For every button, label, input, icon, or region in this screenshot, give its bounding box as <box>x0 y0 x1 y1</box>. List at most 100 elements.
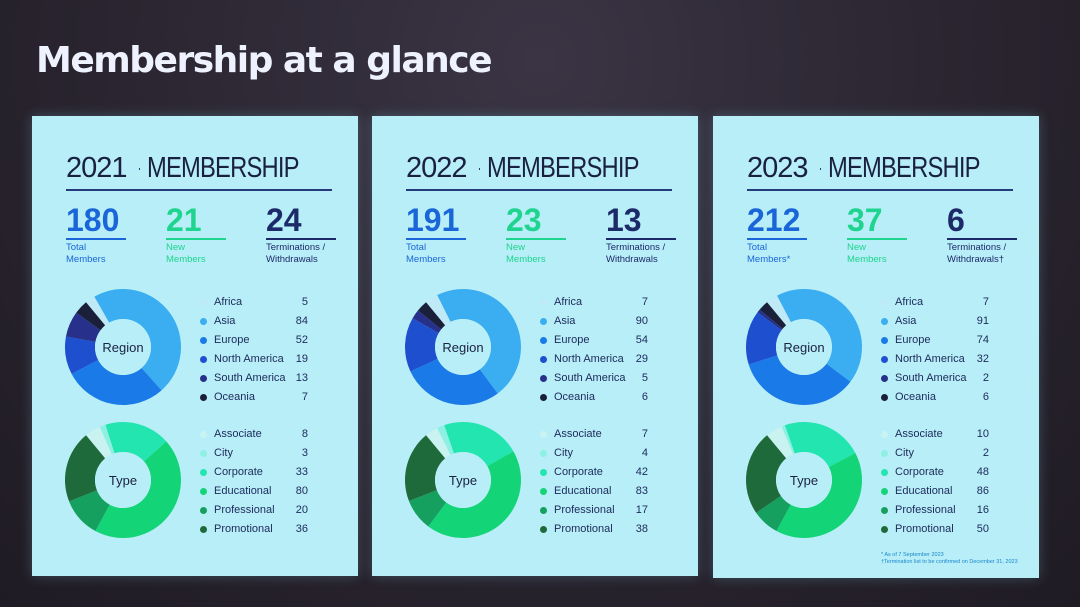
type-slice-city <box>781 425 795 455</box>
legend-value: 90 <box>635 315 648 327</box>
stat-rule <box>66 238 126 240</box>
membership-card-2022: 2022 MEMBERSHIP 191 Total Members 23 New Memb… <box>372 116 698 576</box>
legend-value: 52 <box>295 334 308 346</box>
region-legend-item: Africa 7 <box>540 294 670 313</box>
legend-name: Professional <box>895 504 956 516</box>
legend-value: 74 <box>976 334 989 346</box>
type-slice-corporate <box>444 422 514 467</box>
legend-value: 80 <box>295 485 308 497</box>
legend-value: 3 <box>301 447 308 459</box>
terminations-label-line1: Terminations / <box>266 241 326 253</box>
region-legend-item: South America 5 <box>540 370 670 389</box>
legend-name: Corporate <box>895 466 944 478</box>
legend-dot-icon <box>200 450 207 457</box>
legend-dot-icon <box>881 450 888 457</box>
total-members-value: 180 <box>66 202 120 238</box>
new-members-value: 21 <box>166 202 202 238</box>
legend-value: 91 <box>976 315 989 327</box>
header-dash <box>478 167 480 170</box>
type-legend: Associate 8 City 3 Corporate 33 Educational 80 P… <box>200 426 330 540</box>
legend-name: Promotional <box>895 523 954 535</box>
type-legend-item: Educational 80 <box>200 483 330 502</box>
region-legend-item: South America 13 <box>200 370 330 389</box>
legend-dot-icon <box>540 488 547 495</box>
legend-dot-icon <box>200 488 207 495</box>
stat-terminations: 6 Terminations / Withdrawals† <box>947 202 1017 266</box>
legend-value: 83 <box>635 485 648 497</box>
legend-value: 7 <box>301 391 308 403</box>
region-slice-oceania <box>417 302 446 330</box>
region-slice-south-america <box>757 309 783 331</box>
legend-name: Africa <box>214 296 243 308</box>
legend-value: 54 <box>635 334 648 346</box>
new-members-label: New Members <box>506 241 546 265</box>
type-slice-professional <box>756 495 791 532</box>
legend-dot-icon <box>540 450 547 457</box>
legend-dot-icon <box>881 431 888 438</box>
footnote: * As of 7 September 2023 †Termination lis… <box>881 552 1018 566</box>
region-donut-hole <box>95 319 151 375</box>
type-legend-item: Associate 7 <box>540 426 670 445</box>
legend-dot-icon <box>540 356 547 363</box>
legend-name: Promotional <box>554 523 613 535</box>
legend-name: South America <box>895 372 967 384</box>
legend-value: 2 <box>982 372 989 384</box>
legend-name: North America <box>214 353 284 365</box>
type-legend-item: Promotional 50 <box>881 521 1011 540</box>
region-slice-asia <box>94 289 181 391</box>
region-donut-svg <box>65 289 181 405</box>
new-members-value: 37 <box>847 202 883 238</box>
type-donut-chart: Type <box>64 421 182 539</box>
terminations-label-line1: Terminations / <box>947 241 1007 253</box>
stats-row: 191 Total Members 23 New Members 13 Terminati… <box>406 202 678 272</box>
type-legend-item: Professional 16 <box>881 502 1011 521</box>
legend-name: Europe <box>895 334 931 346</box>
stat-total-members: 180 Total Members <box>66 202 126 266</box>
region-donut-chart: Region <box>64 288 182 406</box>
legend-value: 38 <box>635 523 648 535</box>
type-legend: Associate 10 City 2 Corporate 48 Educational 86… <box>881 426 1011 540</box>
legend-name: Professional <box>214 504 275 516</box>
legend-name: North America <box>554 353 624 365</box>
terminations-label: Terminations / Withdrawals† <box>947 242 1017 266</box>
legend-value: 8 <box>301 428 308 440</box>
type-donut-chart: Type <box>745 421 863 539</box>
region-legend-item: Asia 90 <box>540 313 670 332</box>
total-members-label: Total Members <box>406 241 446 265</box>
stat-rule <box>406 238 466 240</box>
region-donut-hole <box>435 319 491 375</box>
region-slice-north-america <box>65 336 99 374</box>
terminations-label-line2: Withdrawals <box>606 253 658 265</box>
stat-rule <box>606 238 676 240</box>
type-legend-item: Associate 10 <box>881 426 1011 445</box>
type-legend-item: Educational 86 <box>881 483 1011 502</box>
legend-value: 32 <box>976 353 989 365</box>
type-legend-item: Corporate 48 <box>881 464 1011 483</box>
legend-value: 16 <box>976 504 989 516</box>
legend-name: Europe <box>554 334 590 346</box>
region-legend-item: Africa 7 <box>881 294 1011 313</box>
terminations-value: 24 <box>266 202 302 238</box>
legend-dot-icon <box>540 469 547 476</box>
legend-name: City <box>895 447 914 459</box>
type-legend-item: Professional 17 <box>540 502 670 521</box>
legend-dot-icon <box>881 375 888 382</box>
legend-name: Corporate <box>554 466 603 478</box>
card-header: 2022 MEMBERSHIP <box>406 152 672 191</box>
legend-name: City <box>554 447 573 459</box>
new-members-value: 23 <box>506 202 542 238</box>
legend-dot-icon <box>881 356 888 363</box>
type-legend-item: Promotional 36 <box>200 521 330 540</box>
legend-value: 50 <box>976 523 989 535</box>
legend-dot-icon <box>881 299 888 306</box>
legend-name: North America <box>895 353 965 365</box>
legend-value: 19 <box>295 353 308 365</box>
legend-value: 17 <box>635 504 648 516</box>
stat-rule <box>506 238 566 240</box>
type-donut-svg <box>65 422 182 538</box>
total-members-label: Total Members <box>66 241 106 265</box>
region-slice-europe <box>748 355 851 405</box>
type-slice-associate <box>86 426 112 459</box>
terminations-label: Terminations / Withdrawals <box>266 242 336 266</box>
legend-name: Promotional <box>214 523 273 535</box>
